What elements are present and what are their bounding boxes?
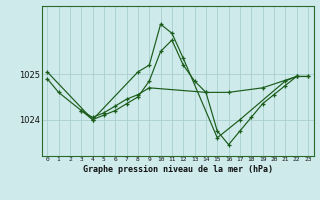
X-axis label: Graphe pression niveau de la mer (hPa): Graphe pression niveau de la mer (hPa) bbox=[83, 165, 273, 174]
